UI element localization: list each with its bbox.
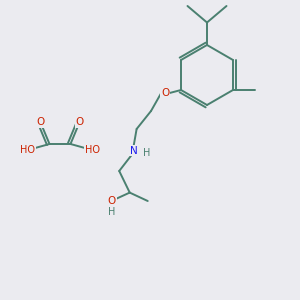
Text: H: H (142, 148, 150, 158)
Text: O: O (75, 117, 84, 128)
Text: H: H (108, 207, 116, 218)
Text: O: O (161, 88, 169, 98)
Text: HO: HO (20, 145, 35, 155)
Text: N: N (130, 146, 137, 156)
Text: HO: HO (85, 145, 100, 155)
Text: O: O (36, 117, 45, 128)
Text: O: O (108, 196, 116, 206)
